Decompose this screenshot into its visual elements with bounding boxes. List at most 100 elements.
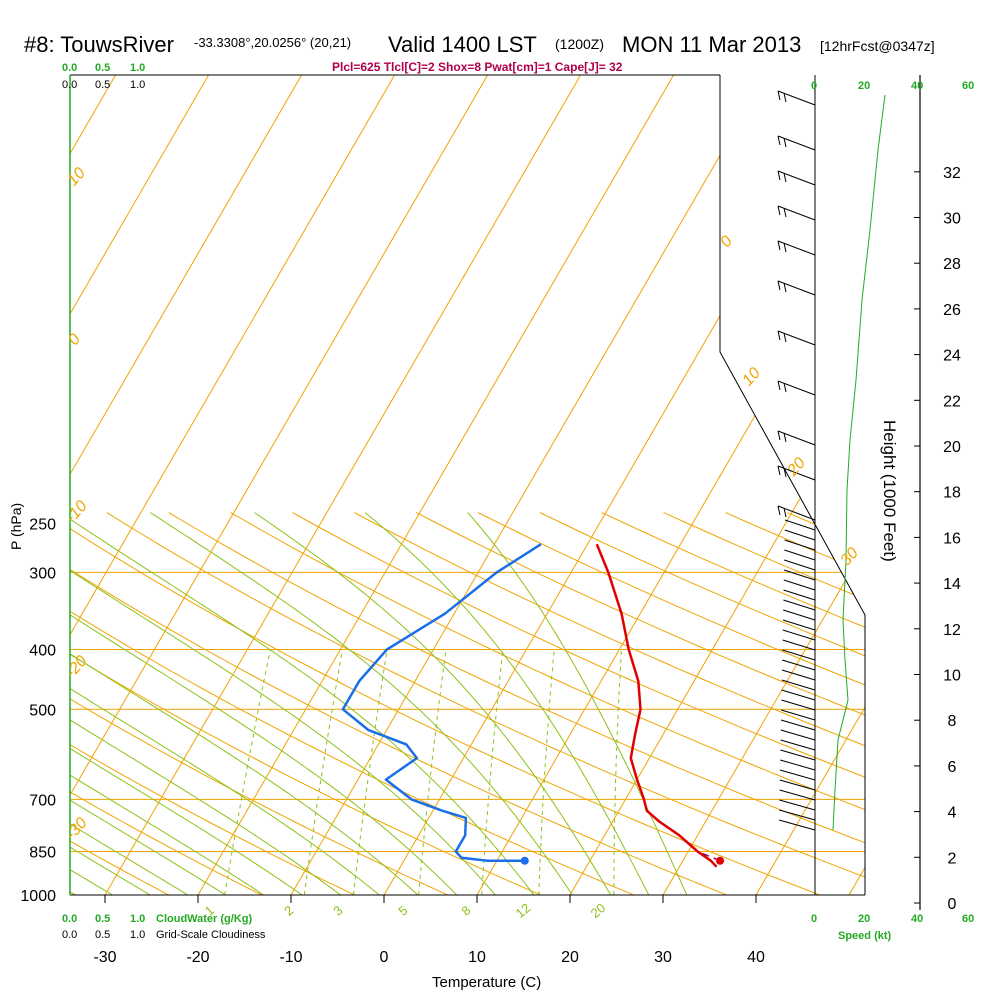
wind-barb [779, 799, 816, 811]
wind-barb [780, 719, 816, 731]
plot-frame [70, 74, 866, 896]
isotherm-label: -20 [63, 653, 91, 682]
wind-barb [784, 519, 816, 531]
moist-adiabat [70, 512, 247, 895]
zulu-time: (1200Z) [555, 36, 604, 52]
height-tick-label: 16 [943, 530, 961, 547]
height-tick-label: 4 [948, 805, 957, 822]
pressure-tick-label: 300 [29, 565, 56, 582]
wind-barb [781, 699, 816, 711]
mixing-ratio-line [352, 649, 388, 895]
isotherm-line [70, 75, 305, 895]
dry-adiabat [477, 512, 865, 895]
dry-adiabat [70, 512, 289, 895]
wind-barb [782, 619, 816, 631]
wind-barb [780, 759, 816, 771]
height-tick-label: 22 [943, 393, 961, 410]
temperature-tick-label: 0 [380, 949, 389, 966]
moist-adiabat [364, 512, 656, 895]
moist-adiabat [70, 512, 396, 895]
isotherm-label: 0 [65, 331, 84, 349]
dry-adiabat [70, 512, 572, 895]
height-tick-label: 0 [948, 896, 957, 913]
temperature-trace [595, 543, 718, 868]
wind-barb [783, 569, 816, 581]
cloudwater-scale-bottom: 0.0 0.5 1.0 CloudWater (g/Kg) [62, 913, 252, 925]
station-title: #8: TouwsRiver [24, 32, 174, 57]
wind-barb [783, 579, 816, 591]
isotherm-line [659, 75, 865, 895]
isotherm-label: 10 [739, 365, 764, 390]
height-tick-label: 14 [943, 576, 961, 593]
speed-scale-top: 0 20 40 60 [811, 80, 974, 92]
svg-text:0.0: 0.0 [62, 79, 77, 91]
wind-barb [777, 90, 816, 106]
height-tick-label: 32 [943, 165, 961, 182]
svg-text:60: 60 [962, 913, 974, 925]
sounding-indices: Plcl=625 Tlcl[C]=2 Shox=8 Pwat[cm]=1 Cap… [332, 60, 623, 74]
dry-adiabats [0, 512, 1000, 909]
moist-adiabat [70, 512, 284, 895]
height-tick-label: 28 [943, 256, 961, 273]
dry-adiabat [415, 512, 865, 895]
dry-adiabat [292, 512, 865, 895]
dry-adiabat [70, 512, 760, 895]
mixing-ratio-label: 2 [281, 902, 296, 918]
wind-barb [779, 769, 816, 781]
isotherm-line [194, 75, 677, 895]
valid-time: Valid 1400 LST [388, 32, 537, 57]
isotherm-line [70, 75, 491, 895]
cloudiness-scale-top: 0.0 0.5 1.0 [62, 79, 145, 91]
wind-barb [779, 779, 816, 791]
wind-barb [779, 789, 816, 801]
dry-adiabat [849, 512, 865, 895]
mixing-ratio-label: 12 [513, 900, 534, 921]
moist-adiabat [70, 512, 135, 895]
svg-text:Speed (kt): Speed (kt) [838, 930, 892, 942]
dry-adiabat [973, 513, 1000, 909]
valid-date: MON 11 Mar 2013 [622, 32, 801, 57]
temperature-tick-label: 30 [654, 949, 672, 966]
isotherm-line [101, 75, 584, 895]
isotherm-line [287, 75, 770, 895]
temperature-ticks: -30 -20 -10 0 10 20 30 40 [93, 895, 765, 966]
moist-adiabat [70, 512, 210, 895]
svg-text:0.5: 0.5 [95, 913, 110, 925]
temperature-tick-label: 10 [468, 949, 486, 966]
wind-barb [784, 559, 816, 571]
height-tick-label: 20 [943, 439, 961, 456]
isotherm-line [70, 75, 212, 895]
moist-adiabat [254, 512, 619, 895]
isotherm-label: -30 [63, 815, 91, 844]
dry-adiabat [0, 513, 5, 909]
height-tick-label: 18 [943, 485, 961, 502]
wind-barb [782, 629, 816, 641]
wind-barb [777, 170, 816, 186]
temperature-tick-label: -20 [186, 949, 209, 966]
surface-temperature-marker [716, 856, 725, 865]
svg-text:40: 40 [911, 913, 923, 925]
cloudwater-scale-top: 0.0 0.5 1.0 [62, 62, 145, 74]
dry-adiabat [168, 512, 865, 895]
dry-adiabat [354, 512, 865, 895]
wind-barb [782, 639, 816, 651]
wind-barb [777, 505, 816, 521]
wind-barb [779, 809, 816, 821]
moist-adiabat [70, 512, 507, 895]
isotherm-label: 10 [64, 165, 89, 190]
station-coords: -33.3308°,20.0256° (20,21) [194, 35, 351, 50]
moist-adiabat [70, 512, 321, 895]
temperature-tick-label: -10 [279, 949, 302, 966]
svg-text:60: 60 [962, 80, 974, 92]
cloudiness-scale-bottom: 0.0 0.5 1.0 Grid-Scale Cloudiness [62, 929, 266, 941]
wind-barb [783, 589, 816, 601]
pressure-tick-label: 250 [29, 517, 56, 534]
svg-text:Grid-Scale Cloudiness: Grid-Scale Cloudiness [156, 929, 266, 941]
dry-adiabat [106, 512, 865, 895]
mixing-ratio-line [303, 649, 343, 895]
svg-text:1.0: 1.0 [130, 929, 145, 941]
surface-markers [520, 856, 725, 865]
mixing-ratio-line [224, 649, 271, 895]
